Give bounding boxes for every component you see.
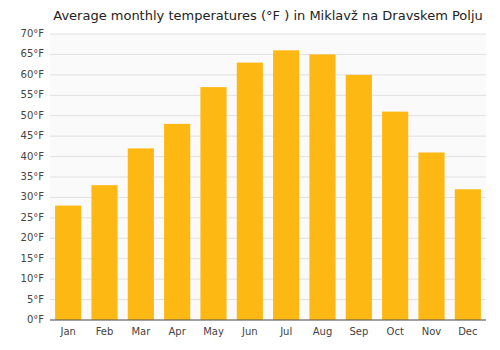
grid-line: [50, 115, 486, 116]
x-tick-label: Sep: [349, 326, 368, 337]
grid-line: [50, 34, 486, 35]
y-tick-label: 55°F: [21, 89, 45, 100]
y-tick-label: 35°F: [21, 171, 45, 182]
bars: [55, 50, 481, 320]
plot-background: [50, 34, 486, 320]
chart: 0°F 5°F 10°F 15°F 20°F 25°F 30°F 35°F 40°F 45°F 50…: [0, 0, 500, 350]
grid-line: [50, 95, 486, 96]
y-tick-label: 65°F: [21, 48, 45, 59]
bar: [418, 152, 444, 320]
grid-line: [50, 320, 486, 321]
x-tick-label: Mar: [131, 326, 151, 337]
x-tick-label: Nov: [422, 326, 442, 337]
bar: [309, 54, 335, 320]
bar: [455, 189, 481, 320]
grid-line: [50, 54, 486, 55]
x-tick-label: Aug: [313, 326, 333, 337]
bar: [91, 185, 117, 320]
x-tick-label: Jan: [59, 326, 75, 337]
x-tick-label: Oct: [387, 326, 404, 337]
x-tick-label: Feb: [96, 326, 114, 337]
title: Average monthly temperatures (°F ) in Mi…: [53, 8, 483, 23]
y-tick-label: 50°F: [21, 110, 45, 121]
grid-line: [50, 136, 486, 137]
y-tick-label: 20°F: [21, 232, 45, 243]
y-tick-label: 5°F: [27, 294, 44, 305]
grid: [50, 34, 486, 320]
y-tick-label: 60°F: [21, 69, 45, 80]
bar: [55, 206, 81, 320]
y-tick-label: 15°F: [21, 253, 45, 264]
y-tick-label: 10°F: [21, 273, 45, 284]
x-tick-label: Dec: [458, 326, 477, 337]
grid-line: [50, 74, 486, 75]
y-tick-label: 30°F: [21, 191, 45, 202]
bar: [164, 124, 190, 320]
bar: [200, 87, 226, 320]
y-tick-label: 45°F: [21, 130, 45, 141]
bar: [273, 50, 299, 320]
y-axis: 0°F 5°F 10°F 15°F 20°F 25°F 30°F 35°F 40°F 45°F 50…: [21, 28, 45, 325]
y-tick-label: 40°F: [21, 151, 45, 162]
y-tick-label: 70°F: [21, 28, 45, 39]
x-axis: Jan Feb Mar Apr May Jun Jul Aug Sep Oct Nov Dec: [50, 320, 486, 337]
x-axis-line: [50, 320, 486, 321]
bar: [346, 75, 372, 320]
bar: [237, 63, 263, 320]
x-tick-label: Jul: [279, 326, 292, 337]
bar: [382, 112, 408, 320]
y-tick-label: 25°F: [21, 212, 45, 223]
y-tick-label: 0°F: [27, 314, 44, 325]
x-tick-label: May: [203, 326, 224, 337]
bar: [128, 148, 154, 320]
x-tick-label: Apr: [169, 326, 187, 337]
x-tick-label: Jun: [241, 326, 258, 337]
